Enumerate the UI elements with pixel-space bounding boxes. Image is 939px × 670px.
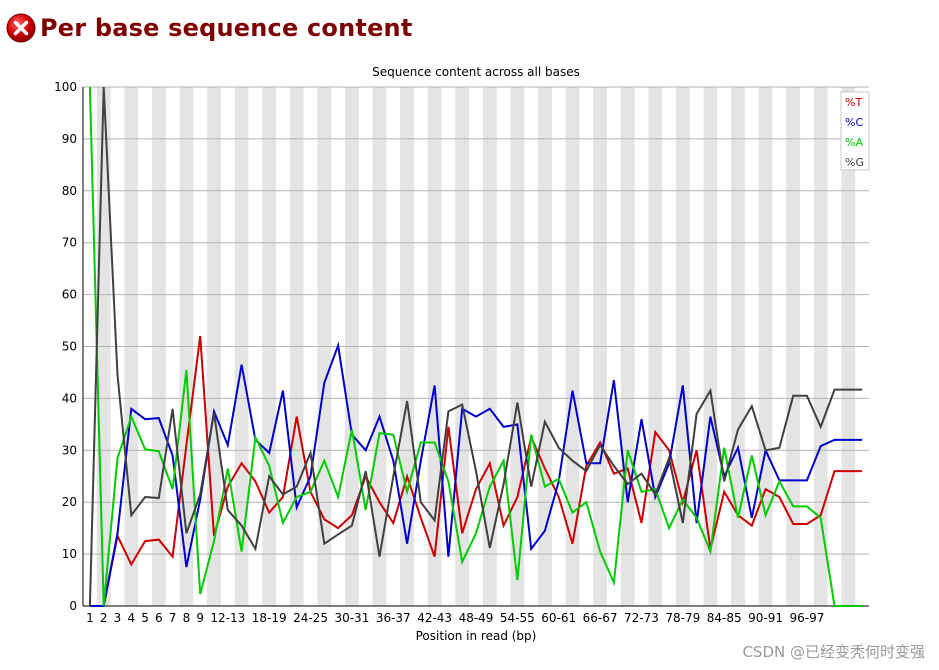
x-tick-label: 90-91 bbox=[748, 611, 783, 625]
legend-entry: %T bbox=[845, 96, 862, 109]
y-tick-label: 50 bbox=[62, 340, 77, 354]
x-tick-label: 1 bbox=[86, 611, 94, 625]
x-tick-label: 36-37 bbox=[376, 611, 411, 625]
legend-entry: %G bbox=[845, 156, 864, 169]
x-tick-label: 78-79 bbox=[665, 611, 700, 625]
page-title: Per base sequence content bbox=[40, 14, 413, 42]
x-axis-label: Position in read (bp) bbox=[416, 629, 537, 643]
x-tick-label: 42-43 bbox=[417, 611, 452, 625]
y-tick-label: 70 bbox=[62, 236, 77, 250]
error-icon bbox=[6, 13, 36, 43]
x-tick-label: 18-19 bbox=[252, 611, 287, 625]
x-tick-label: 5 bbox=[141, 611, 149, 625]
y-tick-label: 40 bbox=[62, 391, 77, 405]
x-tick-label: 4 bbox=[127, 611, 135, 625]
x-tick-label: 54-55 bbox=[500, 611, 535, 625]
x-tick-label: 12-13 bbox=[210, 611, 245, 625]
y-tick-label: 20 bbox=[62, 495, 77, 509]
x-tick-label: 7 bbox=[169, 611, 177, 625]
y-tick-label: 60 bbox=[62, 288, 77, 302]
x-tick-label: 24-25 bbox=[293, 611, 328, 625]
x-tick-label: 96-97 bbox=[790, 611, 825, 625]
y-tick-label: 100 bbox=[54, 80, 77, 94]
x-tick-label: 30-31 bbox=[334, 611, 369, 625]
series-line-pct-c bbox=[89, 341, 863, 607]
module-header: Per base sequence content bbox=[6, 8, 413, 48]
x-tick-label: 72-73 bbox=[624, 611, 659, 625]
series-line-pct-g bbox=[88, 86, 863, 607]
legend-entry: %A bbox=[845, 136, 863, 149]
x-tick-label: 48-49 bbox=[459, 611, 494, 625]
x-tick-label: 3 bbox=[114, 611, 122, 625]
x-tick-label: 9 bbox=[196, 611, 204, 625]
watermark: CSDN @已经变秃何时变强 bbox=[742, 643, 925, 661]
x-tick-label: 2 bbox=[100, 611, 108, 625]
y-tick-label: 80 bbox=[62, 184, 77, 198]
y-tick-label: 30 bbox=[62, 443, 77, 457]
y-tick-label: 90 bbox=[62, 132, 77, 146]
legend-box bbox=[840, 91, 870, 171]
y-tick-label: 0 bbox=[69, 599, 77, 613]
chart-title: Sequence content across all bases bbox=[372, 65, 580, 79]
x-tick-label: 8 bbox=[183, 611, 191, 625]
x-tick-label: 66-67 bbox=[583, 611, 618, 625]
x-tick-label: 6 bbox=[155, 611, 163, 625]
series-line-pct-a bbox=[88, 86, 863, 607]
x-tick-label: 84-85 bbox=[707, 611, 742, 625]
x-tick-label: 60-61 bbox=[541, 611, 576, 625]
y-tick-label: 10 bbox=[62, 547, 77, 561]
legend-entry: %C bbox=[845, 116, 863, 129]
